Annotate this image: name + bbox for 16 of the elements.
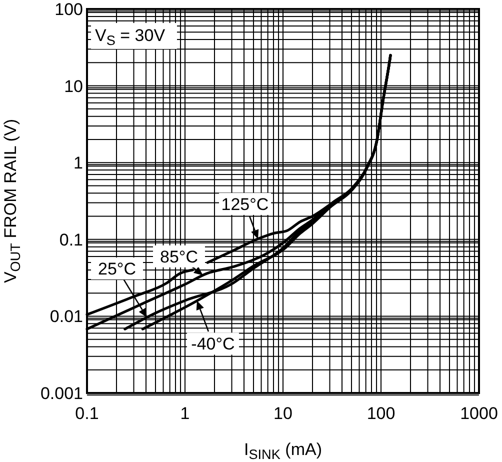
y-tick-label: 100 (54, 0, 83, 19)
x-tick-label: 1 (180, 404, 190, 423)
annotation: V$_{S}$ = 30V (95, 26, 166, 48)
y-tick-label: 0.1 (59, 230, 83, 250)
y-tick-label: 0.001 (40, 384, 83, 403)
series-label: 125°C (221, 194, 269, 214)
x-tick-label: 100 (366, 404, 396, 423)
series-label: -40°C (191, 334, 235, 354)
x-tick-label: 10 (274, 404, 292, 423)
x-tick-label: 1000 (460, 404, 498, 423)
series-label: 85°C (160, 247, 198, 266)
y-tick-label: 0.01 (50, 307, 83, 326)
y-tick-label: 1 (74, 154, 83, 173)
x-axis-title: I$_{SINK}$ (mA) (244, 440, 322, 462)
y-tick-label: 10 (64, 76, 83, 96)
text: 25°C (98, 259, 136, 278)
